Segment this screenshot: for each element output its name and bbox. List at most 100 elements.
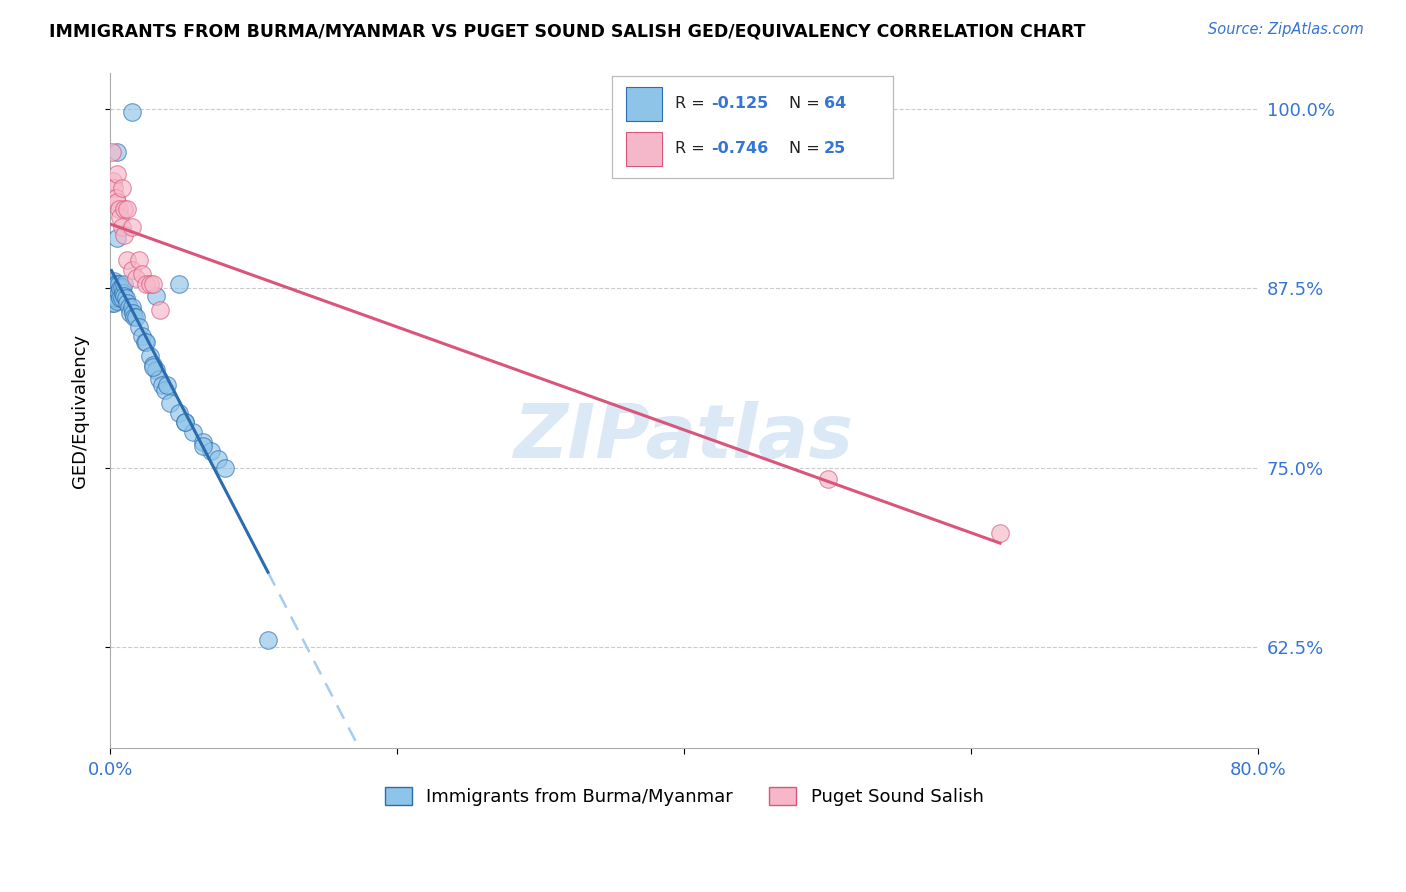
Point — [121, 104, 143, 119]
Point — [105, 231, 128, 245]
Point — [103, 288, 125, 302]
Point — [110, 181, 132, 195]
Point — [100, 295, 122, 310]
Point — [107, 277, 129, 292]
Point — [100, 145, 122, 159]
Point — [104, 277, 127, 292]
Point — [142, 277, 165, 292]
Point — [193, 439, 215, 453]
Point — [149, 302, 172, 317]
Point — [128, 252, 150, 267]
Point — [145, 363, 167, 377]
Text: 25: 25 — [824, 141, 846, 156]
Point — [115, 292, 138, 306]
Point — [112, 277, 135, 292]
Point — [105, 294, 128, 309]
Point — [125, 310, 148, 325]
Point — [131, 267, 153, 281]
Point — [173, 415, 195, 429]
Point — [131, 328, 153, 343]
Point — [145, 288, 167, 302]
Point — [159, 396, 181, 410]
Text: N =: N = — [789, 96, 825, 111]
Point — [200, 443, 222, 458]
Point — [107, 285, 129, 300]
Point — [100, 277, 122, 292]
Point — [110, 280, 132, 294]
Point — [153, 384, 176, 398]
Point — [101, 280, 124, 294]
Point — [167, 406, 190, 420]
Point — [112, 228, 135, 243]
Text: -0.746: -0.746 — [711, 141, 769, 156]
Point — [125, 271, 148, 285]
Point — [103, 280, 125, 294]
Text: -0.125: -0.125 — [711, 96, 769, 111]
FancyBboxPatch shape — [626, 132, 662, 166]
Point — [117, 295, 139, 310]
Point — [108, 210, 131, 224]
Point — [988, 525, 1011, 540]
Point — [257, 633, 280, 648]
Point — [108, 292, 131, 306]
Point — [105, 285, 128, 300]
Point — [183, 425, 205, 439]
Point — [214, 461, 236, 475]
Point — [117, 252, 139, 267]
Point — [101, 277, 124, 292]
Point — [817, 472, 839, 486]
Point — [100, 292, 122, 306]
Point — [105, 145, 128, 159]
Point — [104, 292, 127, 306]
Point — [193, 435, 215, 450]
Point — [150, 377, 173, 392]
Point — [100, 285, 122, 300]
Point — [107, 202, 129, 217]
Point — [105, 195, 128, 210]
Point — [108, 281, 131, 295]
Point — [148, 372, 170, 386]
Point — [101, 285, 124, 300]
Point — [112, 288, 135, 302]
Point — [167, 277, 190, 292]
Text: ZIPatlas: ZIPatlas — [515, 401, 855, 474]
FancyBboxPatch shape — [626, 87, 662, 121]
Text: N =: N = — [789, 141, 825, 156]
Point — [121, 300, 143, 314]
Point — [128, 320, 150, 334]
Point — [156, 377, 179, 392]
Text: R =: R = — [675, 96, 710, 111]
Point — [111, 285, 134, 300]
Point — [112, 202, 135, 217]
Point — [117, 202, 139, 217]
Legend: Immigrants from Burma/Myanmar, Puget Sound Salish: Immigrants from Burma/Myanmar, Puget Sou… — [378, 780, 991, 814]
Point — [139, 349, 162, 363]
Point — [103, 274, 125, 288]
Point — [120, 306, 142, 320]
Point — [142, 358, 165, 372]
Point — [121, 262, 143, 277]
Y-axis label: GED/Equivalency: GED/Equivalency — [72, 334, 89, 488]
Point — [110, 292, 132, 306]
Point — [105, 167, 128, 181]
Point — [135, 334, 157, 349]
Point — [122, 306, 145, 320]
Point — [135, 277, 157, 292]
Point — [118, 300, 141, 314]
Point — [134, 334, 156, 349]
Point — [121, 219, 143, 234]
Point — [110, 219, 132, 234]
Point — [104, 285, 127, 300]
Point — [103, 181, 125, 195]
Point — [100, 281, 122, 295]
Point — [173, 415, 195, 429]
Text: IMMIGRANTS FROM BURMA/MYANMAR VS PUGET SOUND SALISH GED/EQUIVALENCY CORRELATION : IMMIGRANTS FROM BURMA/MYANMAR VS PUGET S… — [49, 22, 1085, 40]
Point — [124, 310, 146, 325]
Text: R =: R = — [675, 141, 710, 156]
Point — [105, 277, 128, 292]
Point — [101, 292, 124, 306]
Text: Source: ZipAtlas.com: Source: ZipAtlas.com — [1208, 22, 1364, 37]
Point — [142, 360, 165, 375]
Point — [104, 191, 127, 205]
Point — [101, 174, 124, 188]
